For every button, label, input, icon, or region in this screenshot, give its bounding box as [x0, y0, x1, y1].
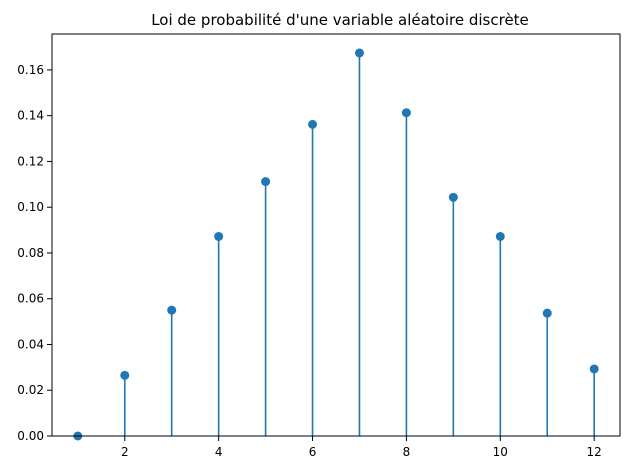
y-tick-label: 0.08	[17, 246, 44, 260]
y-tick-label: 0.06	[17, 292, 44, 306]
stem-marker	[354, 48, 364, 58]
stem-marker	[308, 119, 318, 129]
stem-marker	[120, 370, 130, 380]
stem-marker	[495, 231, 505, 241]
chart-title: Loi de probabilité d'une variable aléato…	[151, 11, 529, 29]
y-tick-label: 0.10	[17, 200, 44, 214]
x-tick-label: 12	[587, 445, 602, 459]
stem-marker	[542, 308, 552, 318]
stem-marker	[448, 192, 458, 202]
plot-area: 2 4 6 8 10 12 0.00 0.02 0.04 0.06 0.08 0.10 0.12 0.14…	[17, 33, 621, 459]
stem-marker	[167, 305, 177, 315]
stem-marker	[214, 231, 224, 241]
plot-frame	[51, 33, 621, 437]
y-tick-label: 0.00	[17, 429, 44, 443]
x-tick-label: 8	[403, 445, 411, 459]
stem-marker	[261, 177, 271, 187]
x-tick-label: 4	[215, 445, 223, 459]
x-tick-label: 6	[309, 445, 317, 459]
y-tick-label: 0.04	[17, 337, 44, 351]
y-tick-label: 0.02	[17, 383, 44, 397]
stem-marker	[589, 364, 599, 374]
x-tick-label: 2	[121, 445, 129, 459]
y-tick-label: 0.12	[17, 154, 44, 168]
y-tick-label: 0.16	[17, 63, 44, 77]
y-tick-label: 0.14	[17, 109, 44, 123]
x-tick-label: 10	[493, 445, 508, 459]
stem-marker	[401, 108, 411, 118]
